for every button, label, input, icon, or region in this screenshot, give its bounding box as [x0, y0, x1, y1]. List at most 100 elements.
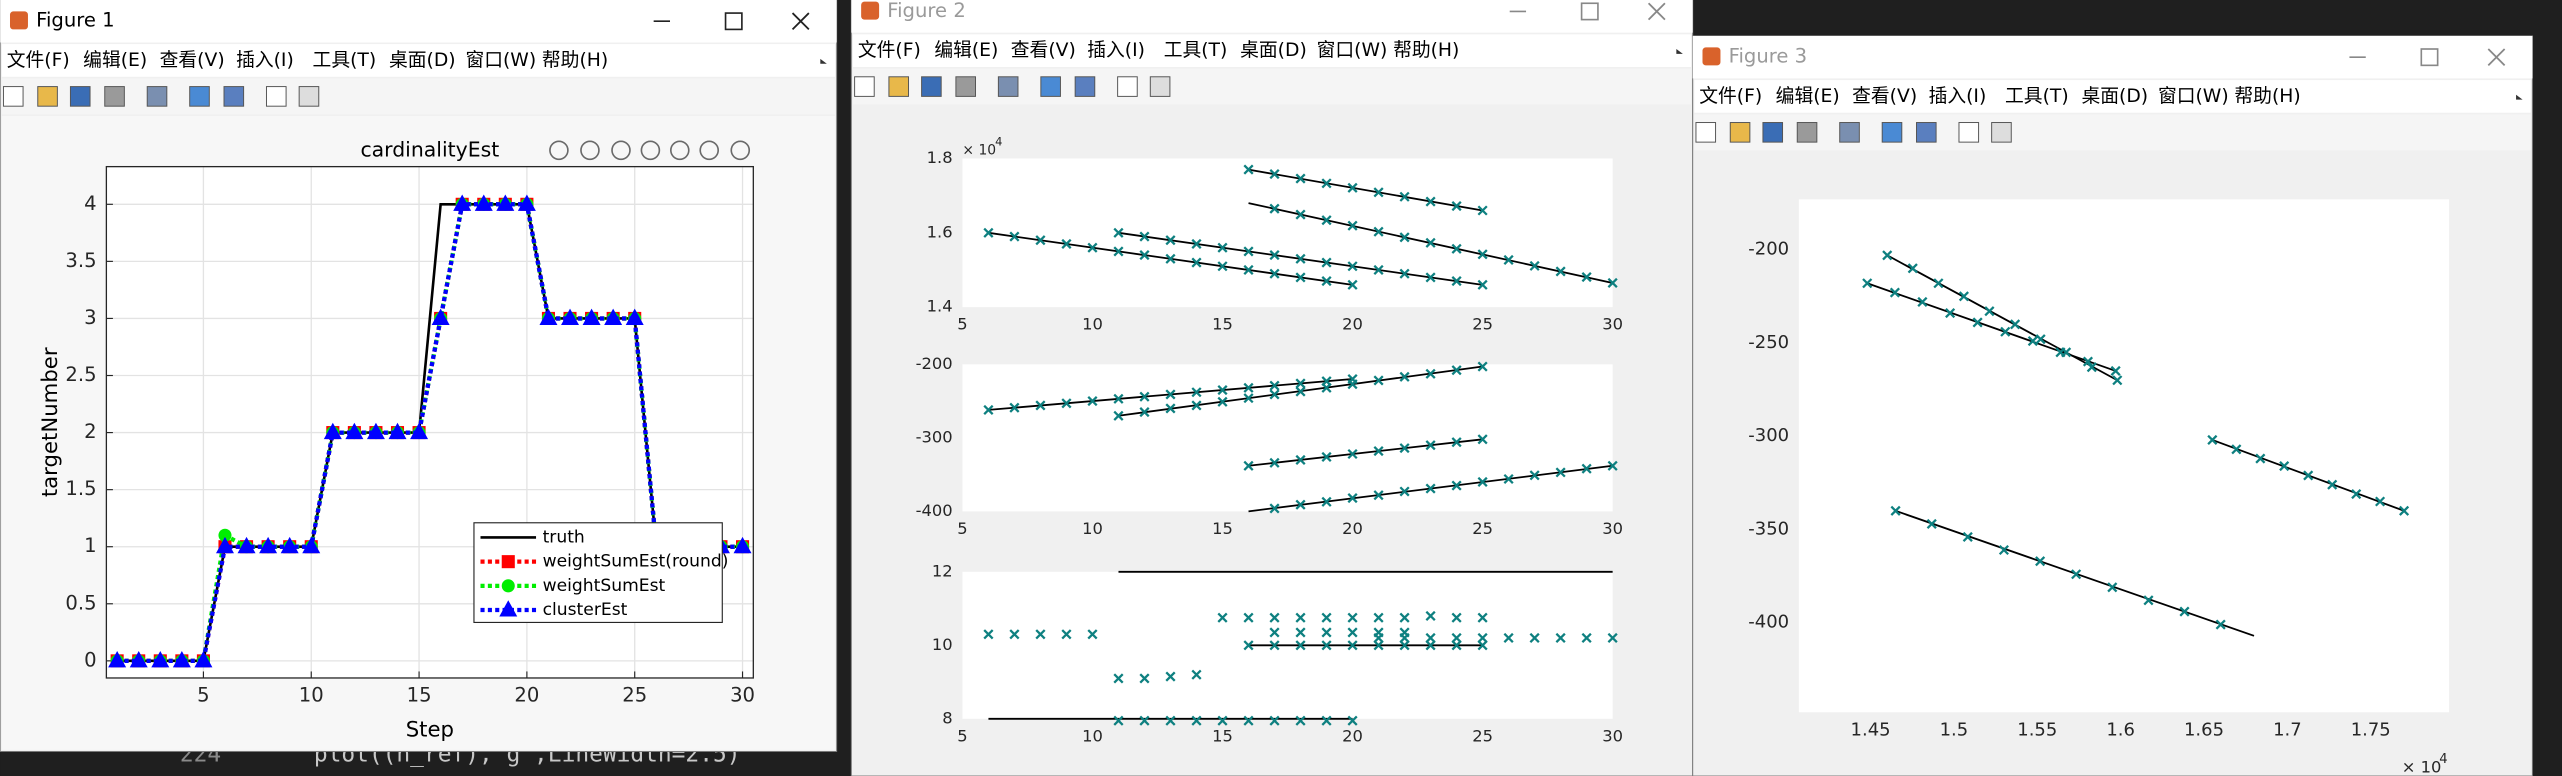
menu-item[interactable]: 桌面(D) — [1240, 39, 1307, 61]
toolbar-button[interactable] — [298, 86, 320, 107]
axis-multiplier-exponent: 4 — [2439, 752, 2447, 767]
menu-item[interactable]: 工具(T) — [2005, 86, 2069, 107]
data-marker — [1269, 457, 1280, 468]
maximize-button[interactable] — [1580, 2, 1599, 21]
toolbar-button[interactable] — [104, 86, 125, 107]
data-marker — [499, 600, 518, 617]
menu-item[interactable]: 插入(I) — [1087, 39, 1145, 61]
toolbar-button[interactable] — [1796, 122, 1818, 143]
menu-item[interactable]: 编辑(E) — [83, 49, 147, 71]
menu-item[interactable]: 帮助(H) — [542, 49, 608, 71]
menu-item[interactable]: 插入(I) — [236, 49, 294, 71]
data-marker — [172, 651, 191, 668]
toolbar-button[interactable] — [997, 76, 1019, 97]
toolbar-button[interactable] — [1839, 122, 1860, 143]
menu-item[interactable]: 窗口(W) — [465, 49, 536, 71]
axes-toolbar-button[interactable] — [580, 140, 600, 161]
data-marker — [2179, 606, 2190, 617]
data-marker — [1907, 263, 1918, 274]
toolbar-button[interactable] — [1991, 122, 2012, 143]
menu-item[interactable]: 查看(V) — [1852, 85, 1917, 107]
maximize-button[interactable] — [724, 12, 743, 31]
close-button[interactable] — [791, 12, 810, 31]
toolbar-button[interactable] — [1074, 76, 1096, 97]
menu-item[interactable]: 插入(I) — [1929, 85, 1987, 107]
title-bar — [1692, 35, 2533, 79]
toolbar-button[interactable] — [1729, 122, 1751, 143]
data-marker — [1399, 486, 1410, 497]
toolbar-button[interactable] — [265, 86, 287, 107]
menu-item[interactable]: 查看(V) — [1011, 39, 1076, 61]
menu-item[interactable]: 工具(T) — [1164, 40, 1228, 61]
toolbar-button[interactable] — [1916, 122, 1937, 143]
menu-item[interactable]: 文件(F) — [858, 39, 921, 61]
data-marker — [1984, 306, 1995, 317]
axes-toolbar-button[interactable] — [611, 140, 631, 161]
menu-item[interactable]: 查看(V) — [160, 49, 225, 71]
toolbar-button[interactable] — [1117, 76, 1138, 97]
menu-item[interactable]: 桌面(D) — [2082, 85, 2149, 107]
axes: 5 10 15 20 25 30 -400 -300 -200 — [916, 354, 1623, 538]
toolbar-button[interactable] — [37, 86, 58, 107]
axes-toolbar-button[interactable] — [549, 140, 569, 161]
menu-item[interactable]: 编辑(E) — [934, 39, 998, 61]
x-tick-label: 25 — [622, 683, 647, 706]
toolbar-button[interactable] — [69, 86, 91, 107]
axes-toolbar-button[interactable] — [730, 140, 751, 161]
data-marker — [1529, 632, 1540, 644]
data-marker — [2086, 362, 2097, 373]
axes-toolbar-button[interactable] — [640, 140, 661, 161]
close-button[interactable] — [2487, 48, 2506, 66]
y-tick-label: 0 — [84, 648, 96, 671]
data-marker — [1061, 398, 1072, 409]
toolbar-button[interactable] — [888, 76, 910, 97]
toolbar-button[interactable] — [146, 86, 168, 107]
data-marker — [1165, 671, 1176, 682]
toolbar-button[interactable] — [1762, 122, 1784, 143]
toolbar-button[interactable] — [1958, 122, 1980, 143]
axes-toolbar-button[interactable] — [670, 140, 690, 161]
title-bar — [851, 0, 1693, 33]
x-tick-label: 30 — [1602, 315, 1623, 334]
menu-item[interactable]: 帮助(H) — [2234, 85, 2300, 107]
axes-toolbar-button[interactable] — [699, 140, 720, 161]
toolbar-button[interactable] — [223, 86, 245, 107]
menu-item[interactable]: 文件(F) — [1699, 85, 1762, 107]
maximize-button[interactable] — [2420, 48, 2439, 67]
menu-arrow — [2516, 94, 2523, 100]
legend: truth weightSumEst(round) weightSumEst clus… — [473, 522, 728, 624]
data-marker — [474, 194, 493, 211]
menu-item[interactable]: 编辑(E) — [1776, 85, 1840, 107]
data-marker — [1347, 379, 1358, 390]
toolbar-button[interactable] — [1149, 76, 1171, 97]
toolbar-button[interactable] — [2, 86, 24, 107]
toolbar-button[interactable] — [921, 76, 942, 97]
toolbar-button[interactable] — [1040, 76, 1061, 97]
toolbar-button[interactable] — [1695, 122, 1717, 143]
data-marker — [1269, 250, 1280, 261]
menu-item[interactable]: 桌面(D) — [389, 49, 456, 71]
title-bar — [0, 0, 837, 43]
data-marker — [1139, 407, 1150, 418]
menu-item[interactable]: 窗口(W) — [2158, 85, 2229, 107]
close-button[interactable] — [1647, 2, 1666, 21]
x-tick-label: 5 — [957, 315, 967, 334]
data-marker — [1555, 467, 1566, 478]
y-tick-label: 4 — [84, 192, 96, 215]
toolbar-button[interactable] — [1881, 122, 1903, 143]
x-tick-label: 10 — [1082, 519, 1103, 538]
menu-item[interactable]: 窗口(W) — [1317, 39, 1388, 61]
menu-item[interactable]: 帮助(H) — [1393, 39, 1459, 61]
truth-line — [1248, 168, 1483, 212]
menu-item[interactable]: 工具(T) — [313, 50, 377, 71]
toolbar-button[interactable] — [854, 76, 875, 97]
data-marker — [1191, 669, 1202, 680]
data-marker — [2000, 326, 2011, 337]
toolbar-button[interactable] — [189, 86, 210, 107]
data-marker — [1321, 215, 1332, 226]
toolbar-button[interactable] — [955, 76, 976, 97]
menu-item[interactable]: 文件(F) — [7, 49, 70, 71]
data-marker — [2082, 356, 2094, 367]
data-marker — [1373, 446, 1384, 457]
